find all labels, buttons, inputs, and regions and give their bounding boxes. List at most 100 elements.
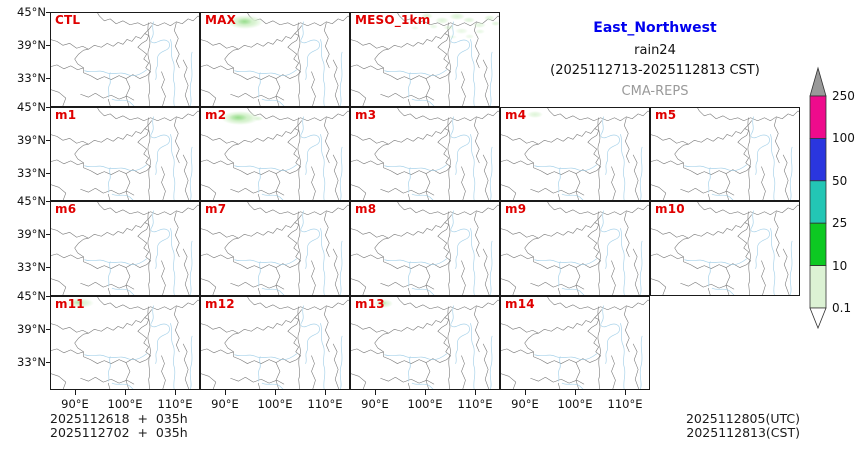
- init-time-line2: 2025112702 + 035h: [50, 425, 188, 440]
- map-panel-m3: m3: [350, 106, 500, 201]
- panel-label: m5: [655, 107, 677, 122]
- map-panel-m5: m5: [650, 106, 800, 201]
- map-panel-m4: m4: [500, 106, 650, 201]
- init-time-line1: 2025112618 + 035h: [50, 411, 188, 426]
- lon-tick-label: 110°E: [607, 397, 643, 411]
- panel-label: m14: [505, 296, 535, 311]
- colorbar-segment: [809, 95, 827, 139]
- lon-tick-mark: [325, 390, 327, 395]
- lat-tick-label: 33°N: [17, 71, 46, 85]
- lat-tick-mark: [46, 267, 50, 269]
- lat-tick-label: 33°N: [17, 165, 46, 180]
- lon-tick-label: 110°E: [157, 397, 193, 411]
- lon-tick-mark: [275, 390, 277, 395]
- lat-tick-mark: [46, 45, 50, 47]
- lat-tick-mark: [46, 78, 50, 80]
- lon-tick-mark: [225, 390, 227, 395]
- lon-tick-label: 90°E: [61, 397, 89, 411]
- colorbar-tick-label: 0.1: [832, 301, 852, 315]
- map-panel-m7: m7: [200, 201, 350, 296]
- map-panel-CTL: CTL: [50, 12, 200, 107]
- panel-label: m6: [55, 202, 77, 216]
- lat-tick-label: 33°N: [17, 354, 46, 369]
- colorbar-segment: [809, 222, 827, 266]
- map-panel-m8: m8: [350, 201, 500, 296]
- colorbar-segment: [809, 180, 827, 224]
- variable-title: rain24: [634, 43, 676, 58]
- lon-tick-label: 100°E: [257, 397, 293, 411]
- lat-tick-label: 39°N: [17, 227, 46, 241]
- colorbar-segment: [809, 265, 827, 309]
- map-panel-m6: m6: [50, 201, 200, 296]
- lon-tick-label: 100°E: [407, 397, 443, 411]
- colorbar-under-arrow: [809, 307, 827, 330]
- map-panel-MAX: MAX: [200, 12, 350, 107]
- panel-label: m8: [355, 202, 377, 216]
- valid-time-cst: 2025112813(CST): [686, 425, 800, 440]
- lat-tick-label: 45°N: [17, 5, 46, 19]
- lat-tick-mark: [46, 234, 50, 236]
- panel-label: MAX: [205, 13, 237, 27]
- lat-tick-label: 45°N: [17, 194, 46, 208]
- lon-tick-mark: [375, 390, 377, 395]
- lat-tick-mark: [46, 139, 50, 141]
- panel-label: m4: [505, 107, 527, 122]
- lat-tick-mark: [46, 295, 50, 297]
- region-title: East_Northwest: [593, 20, 717, 36]
- lat-tick-label: 39°N: [17, 132, 46, 147]
- colorbar: [809, 66, 827, 330]
- panel-label: m9: [505, 202, 527, 216]
- map-panel-m10: m10: [650, 201, 800, 296]
- colorbar-tick-label: 50: [832, 173, 848, 188]
- colorbar-tick-label: 250: [832, 89, 855, 103]
- lon-tick-mark: [425, 390, 427, 395]
- lon-tick-label: 90°E: [211, 397, 239, 411]
- lon-tick-label: 100°E: [557, 397, 593, 411]
- lon-tick-mark: [625, 390, 627, 395]
- lat-tick-label: 39°N: [17, 38, 46, 52]
- lat-tick-mark: [46, 361, 50, 363]
- map-panel-m9: m9: [500, 201, 650, 296]
- model-title: CMA-REPS: [621, 84, 689, 99]
- map-panel-m14: m14: [500, 295, 650, 390]
- panel-label: m3: [355, 107, 377, 122]
- colorbar-tick-label: 25: [832, 216, 848, 231]
- lat-tick-label: 45°N: [17, 288, 46, 303]
- lon-tick-mark: [175, 390, 177, 395]
- lat-tick-label: 33°N: [17, 260, 46, 274]
- lon-tick-label: 100°E: [107, 397, 143, 411]
- map-panel-m12: m12: [200, 295, 350, 390]
- map-panel-m1: m1: [50, 106, 200, 201]
- colorbar-over-arrow: [809, 66, 827, 97]
- panel-label: m10: [655, 202, 685, 216]
- lon-tick-label: 110°E: [457, 397, 493, 411]
- lon-tick-mark: [575, 390, 577, 395]
- lon-tick-label: 90°E: [511, 397, 539, 411]
- lon-tick-mark: [125, 390, 127, 395]
- map-panel-m13: m13: [350, 295, 500, 390]
- map-panel-m2: m2: [200, 106, 350, 201]
- lat-tick-mark: [46, 106, 50, 108]
- lat-tick-mark: [46, 172, 50, 174]
- lon-tick-mark: [525, 390, 527, 395]
- colorbar-segment: [809, 138, 827, 182]
- lon-tick-mark: [75, 390, 77, 395]
- lon-tick-label: 110°E: [307, 397, 343, 411]
- panel-label: m11: [55, 296, 85, 311]
- period-title: (2025112713-2025112813 CST): [550, 63, 760, 78]
- lat-tick-mark: [46, 201, 50, 203]
- colorbar-tick-label: 100: [832, 131, 855, 146]
- map-panel-MESO_1km: MESO_1km: [350, 12, 500, 107]
- panel-label: m13: [355, 296, 385, 311]
- lon-tick-mark: [475, 390, 477, 395]
- panel-label: MESO_1km: [355, 13, 431, 27]
- panel-label: m7: [205, 202, 227, 216]
- panel-label: m2: [205, 107, 227, 122]
- panel-label: CTL: [55, 13, 81, 27]
- valid-time-utc: 2025112805(UTC): [685, 411, 800, 426]
- panel-label: m12: [205, 296, 235, 311]
- lat-tick-label: 39°N: [17, 321, 46, 336]
- panel-label: m1: [55, 107, 77, 122]
- lon-tick-label: 90°E: [361, 397, 389, 411]
